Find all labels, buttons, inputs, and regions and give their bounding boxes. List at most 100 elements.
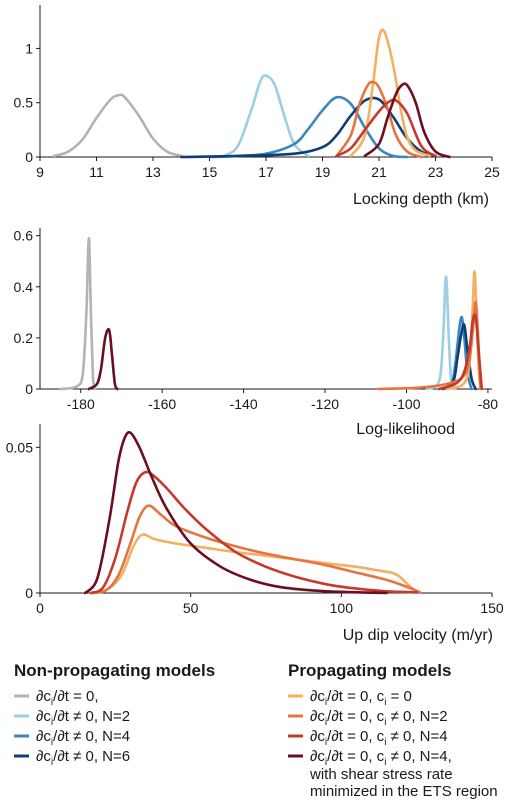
legend-label-part: /∂t ≠ 0, N=6 <box>53 748 130 765</box>
legend-label-part: ∂c <box>36 728 51 745</box>
legend-label: ∂ci/∂t = 0, ci ≠ 0, N=4 <box>310 728 448 748</box>
y-tick: 0.4 <box>14 279 40 295</box>
x-tick: 13 <box>145 157 161 180</box>
legend-label-part: ∂c <box>310 728 325 745</box>
legend-label-part: ∂c <box>310 748 325 765</box>
x-tick: 50 <box>183 593 199 616</box>
y-tick-label: 0 <box>25 585 33 601</box>
series-np2-line <box>425 275 457 391</box>
legend-label: ∂ci/∂t ≠ 0, N=6 <box>36 748 130 768</box>
series-p4-line <box>87 327 119 391</box>
series-p1-line <box>349 28 432 158</box>
x-tick: 23 <box>428 157 444 180</box>
series-p3-line <box>89 470 418 595</box>
series-p4-line <box>363 82 451 159</box>
x-tick-label: -160 <box>148 396 176 412</box>
x-tick: 19 <box>315 157 331 180</box>
legend-label-part: ≠ 0, N=4, <box>386 748 451 765</box>
legend-title: Propagating models <box>288 661 451 680</box>
series-np4-line <box>441 322 477 391</box>
x-axis-label: Locking depth (km) <box>353 191 489 208</box>
legend-label-part: i <box>384 737 386 748</box>
legend-label-part: i <box>51 757 53 768</box>
x-axis-label: Log-likelihood <box>356 421 455 438</box>
legend-label-part: i <box>384 757 386 768</box>
legend-item: ∂ci/∂t = 0, <box>14 688 99 708</box>
y-tick: 0.6 <box>14 228 40 244</box>
series-p2-line <box>335 80 423 159</box>
x-tick: 0 <box>36 593 44 616</box>
legend-label-part: i <box>384 717 386 728</box>
x-tick: -120 <box>311 389 339 412</box>
x-tick-label: 19 <box>315 164 331 180</box>
x-tick: -80 <box>478 389 498 412</box>
y-tick: 0 <box>25 381 40 397</box>
legend-label-part: = 0 <box>386 688 411 705</box>
legend-propagating: Propagating models∂ci/∂t = 0, ci = 0∂ci/… <box>288 661 498 800</box>
y-tick: 1 <box>25 40 40 56</box>
x-tick-label: 100 <box>330 600 354 616</box>
legend-label-part: i <box>325 737 327 748</box>
legend-label-part: i <box>51 697 53 708</box>
legend-label-part: ≠ 0, N=4 <box>386 728 447 745</box>
y-tick: 0 <box>25 149 40 165</box>
legend-item: ∂ci/∂t ≠ 0, N=4 <box>14 728 130 748</box>
legend-label-part: i <box>51 737 53 748</box>
x-tick: 21 <box>371 157 387 180</box>
legend-label-part: /∂t ≠ 0, N=2 <box>53 708 130 725</box>
x-axis-label: Up dip velocity (m/yr) <box>343 627 493 644</box>
x-tick-label: -80 <box>478 396 498 412</box>
x-tick-label: 11 <box>89 164 104 180</box>
x-tick: -160 <box>148 389 176 412</box>
x-tick-label: 25 <box>484 164 500 180</box>
y-tick-label: 1 <box>25 40 33 56</box>
legend-label-part: i <box>325 757 327 768</box>
legend-label-part: /∂t ≠ 0, N=4 <box>53 728 130 745</box>
x-tick-label: 21 <box>371 164 387 180</box>
legend-label-part: i <box>51 717 53 728</box>
x-tick-label: 15 <box>202 164 218 180</box>
series-p2-line <box>89 504 421 595</box>
x-tick: 17 <box>258 157 274 180</box>
legend-label: ∂ci/∂t = 0, ci = 0 <box>310 688 412 708</box>
legend-label-part: /∂t = 0, c <box>327 748 385 765</box>
legend-item: ∂ci/∂t = 0, ci ≠ 0, N=2 <box>288 708 448 728</box>
y-tick-label: 0.2 <box>14 330 34 346</box>
x-tick: 25 <box>484 157 500 180</box>
legend-label: ∂ci/∂t = 0, ci ≠ 0, N=2 <box>310 708 448 728</box>
legend-label-part: i <box>384 697 386 708</box>
x-tick-label: 50 <box>183 600 199 616</box>
legend-label: ∂ci/∂t = 0, <box>36 688 99 708</box>
x-tick: -100 <box>392 389 421 412</box>
legend-label-part: ∂c <box>36 688 51 705</box>
legend: Non-propagating models∂ci/∂t = 0,∂ci/∂t … <box>14 661 498 800</box>
series-p1-line <box>89 533 418 595</box>
y-tick-label: 0.6 <box>14 228 34 244</box>
x-tick-label: 17 <box>258 164 274 180</box>
x-tick-label: 0 <box>36 600 44 616</box>
legend-item: ∂ci/∂t ≠ 0, N=2 <box>14 708 130 728</box>
x-tick-label: 9 <box>36 164 44 180</box>
y-tick-label: 0.4 <box>14 279 34 295</box>
y-tick: 0.05 <box>6 439 40 455</box>
legend-item: ∂ci/∂t = 0, ci ≠ 0, N=4,with shear stres… <box>288 748 498 800</box>
series-np1-line <box>59 236 97 391</box>
series-p3-line <box>335 98 437 158</box>
legend-label: ∂ci/∂t = 0, ci ≠ 0, N=4, <box>310 748 452 768</box>
y-tick-label: 0.05 <box>6 439 33 455</box>
x-tick-label: -140 <box>230 396 258 412</box>
legend-item: ∂ci/∂t ≠ 0, N=6 <box>14 748 130 768</box>
chart-2: -180 -160 -140 -120 -100 -80 0 0.2 0.4 0.6 Log-lik… <box>14 228 499 438</box>
x-tick-label: -100 <box>392 396 420 412</box>
y-tick: 0 <box>25 585 40 601</box>
x-tick: 11 <box>89 157 104 180</box>
legend-label-part: ∂c <box>36 748 51 765</box>
x-tick-label: 23 <box>428 164 444 180</box>
legend-label-continued: minimized in the ETS region <box>310 783 498 800</box>
legend-non-propagating: Non-propagating models∂ci/∂t = 0,∂ci/∂t … <box>14 661 215 768</box>
x-tick: -140 <box>230 389 258 412</box>
y-tick-label: 0.5 <box>14 95 34 111</box>
legend-item: ∂ci/∂t = 0, ci = 0 <box>288 688 412 708</box>
legend-label-part: ≠ 0, N=2 <box>386 708 447 725</box>
